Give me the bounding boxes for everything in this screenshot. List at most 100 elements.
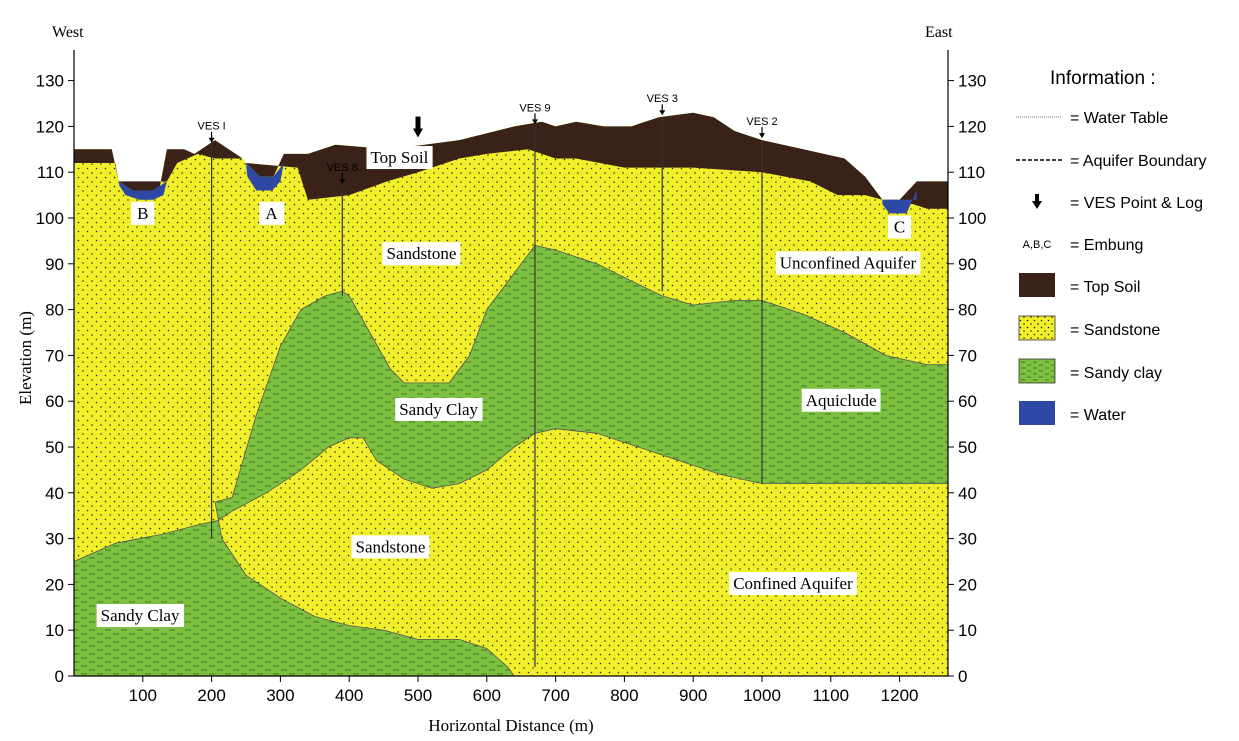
- x-tick-label: 200: [197, 686, 225, 705]
- water-body: [882, 190, 917, 214]
- x-axis-title: Horizontal Distance (m): [428, 716, 593, 735]
- x-tick-label: 600: [473, 686, 501, 705]
- label-box: [366, 146, 433, 170]
- ves-label: VES 3: [647, 93, 678, 105]
- label-box: [775, 251, 921, 275]
- ves-label: VES 2: [746, 116, 777, 128]
- legend-label: = Sandstone: [1070, 322, 1160, 339]
- region-labels: Top Soil Sandstone Unconfined Aquifer Sandy…: [96, 146, 921, 628]
- embung-label-text: B: [137, 204, 148, 223]
- y-tick-label-left: 90: [45, 255, 64, 274]
- label-box: [801, 388, 881, 412]
- y-tick-label-right: 0: [958, 667, 967, 686]
- x-tick-label: 1000: [743, 686, 781, 705]
- y-tick-label-left: 60: [45, 392, 64, 411]
- region-label-text: Unconfined Aquifer: [780, 253, 917, 272]
- label-box: [259, 201, 285, 225]
- y-tick-label-right: 110: [958, 163, 985, 182]
- label-box: [395, 397, 483, 421]
- lower-sandy-clay-layer: [74, 519, 515, 676]
- region-label: Confined Aquifer: [729, 571, 858, 595]
- region-label-text: Sandy Clay: [101, 606, 180, 625]
- y-tick-label-left: 20: [45, 575, 64, 594]
- y-tick-label-right: 90: [958, 255, 977, 274]
- y-tick-label-right: 80: [958, 301, 977, 320]
- y-tick-label-right: 60: [958, 392, 977, 411]
- x-tick-label: 900: [679, 686, 707, 705]
- label-box: [887, 215, 912, 239]
- down-arrow-icon: [531, 119, 538, 125]
- label-box: [96, 604, 184, 628]
- legend-item-aquifer-boundary: = Aquifer Boundary: [1016, 153, 1207, 170]
- arrow-shaft: [661, 104, 663, 111]
- arrow-shaft: [415, 116, 421, 129]
- embung-label: C: [887, 215, 912, 239]
- legend-item-topsoil: = Top Soil: [1019, 273, 1140, 297]
- y-tick-label-right: 10: [958, 621, 977, 640]
- legend-label: = Water Table: [1070, 110, 1168, 127]
- embung-labels: B AC: [131, 201, 912, 239]
- y-tick-label-right: 50: [958, 438, 977, 457]
- legend-label: = Aquifer Boundary: [1070, 153, 1207, 170]
- water-body: [118, 181, 167, 200]
- region-label-text: Sandstone: [386, 244, 456, 263]
- y-tick-label-left: 130: [36, 72, 64, 91]
- y-tick-label-left: 80: [45, 301, 64, 320]
- legend-label: = Water: [1070, 407, 1127, 424]
- ves-label: VES I: [198, 121, 226, 133]
- east-label: East: [925, 24, 953, 41]
- legend-item-water-table: = Water Table: [1016, 110, 1168, 127]
- sandstone-swatch: [1018, 315, 1056, 341]
- region-label: Aquiclude: [801, 388, 881, 412]
- down-arrow-icon: [759, 133, 765, 139]
- region-label: Top Soil: [366, 146, 433, 170]
- ves-label: VES 9: [519, 102, 550, 114]
- y-tick-label-left: 40: [45, 484, 64, 503]
- legend-item-ves-point: = VES Point & Log: [1032, 194, 1203, 212]
- x-tick-label: 1100: [813, 686, 850, 705]
- axes: 0 0 10 10 20 20 30 30 40 40 50 50 60 60 70 70 80 80 90 90 10…: [36, 72, 987, 705]
- legend-label: = Top Soil: [1070, 279, 1140, 296]
- west-label: West: [52, 24, 84, 41]
- x-tick-label: 300: [266, 686, 294, 705]
- x-tick-label: 500: [404, 686, 432, 705]
- topsoil-layer: [74, 112, 948, 209]
- label-box: [382, 242, 461, 266]
- y-tick-label-left: 30: [45, 530, 64, 549]
- y-tick-label-left: 120: [36, 117, 64, 136]
- y-tick-label-right: 70: [958, 346, 977, 365]
- label-box: [351, 535, 430, 559]
- y-tick-label-right: 100: [958, 209, 986, 228]
- region-label: Sandy Clay: [96, 604, 184, 628]
- aquiclude-sandy-clay-layer: [214, 245, 948, 521]
- region-label-text: Confined Aquifer: [733, 574, 853, 593]
- y-tick-label-left: 50: [45, 438, 64, 457]
- arrow-shaft: [761, 127, 763, 134]
- x-tick-label: 400: [335, 686, 363, 705]
- embung-water-bodies: [118, 163, 917, 214]
- water-body: [246, 163, 284, 191]
- legend-title: Information :: [1050, 68, 1156, 89]
- legend-item-embung: A,B,C = Embung: [1023, 237, 1144, 254]
- legend-label: = Embung: [1070, 237, 1143, 254]
- arrow-shaft: [211, 131, 213, 138]
- y-tick-label-left: 70: [45, 346, 64, 365]
- y-axis-title: Elevation (m): [16, 311, 35, 405]
- legend-label: = Sandy clay: [1070, 365, 1162, 382]
- legend-label: = VES Point & Log: [1070, 195, 1203, 212]
- down-arrow-icon: [413, 128, 423, 138]
- x-tick-label: 800: [610, 686, 638, 705]
- down-arrow-icon: [1032, 194, 1042, 209]
- y-tick-label-left: 100: [36, 209, 64, 228]
- topsoil-swatch: [1019, 273, 1055, 297]
- y-tick-label-right: 130: [958, 72, 986, 91]
- region-label: Unconfined Aquifer: [775, 251, 921, 275]
- down-arrow-icon: [339, 178, 346, 184]
- x-tick-label: 1200: [881, 686, 919, 705]
- y-tick-label-right: 30: [958, 530, 977, 549]
- region-label-text: Sandstone: [356, 537, 426, 556]
- ves-points: VES I VES 8 VES 9 VES 3 VES 2: [198, 93, 778, 667]
- water-swatch: [1019, 401, 1055, 425]
- embung-label: B: [131, 201, 155, 225]
- embung-label-text: C: [894, 218, 905, 237]
